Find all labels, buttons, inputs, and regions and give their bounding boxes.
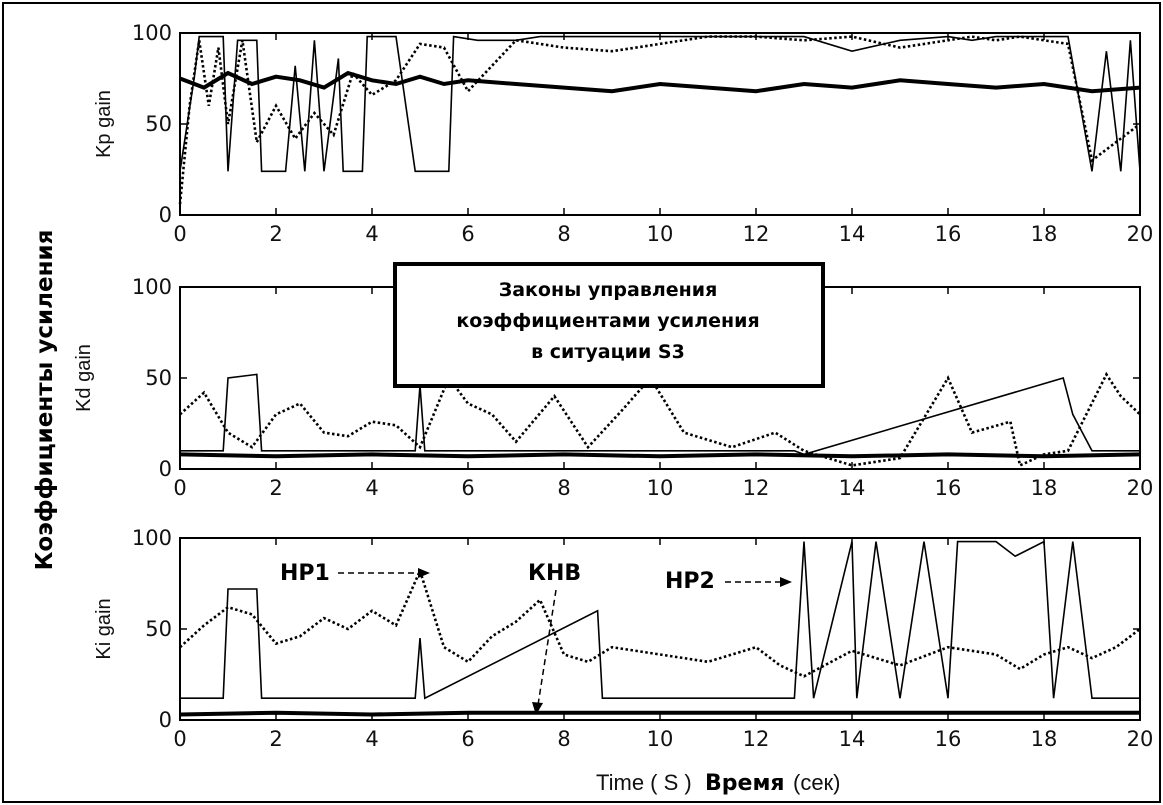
x-tick-label: 14 [839, 727, 866, 751]
panel-ylabel: Kd gain [73, 344, 95, 412]
x-tick-label: 4 [365, 476, 378, 500]
panel-ylabel: Ki gain [93, 598, 115, 659]
y-tick-label: 50 [145, 366, 172, 390]
y-tick-label: 50 [145, 617, 172, 641]
annotation-hp2: НР2 [665, 569, 715, 594]
x-tick-label: 20 [1127, 727, 1154, 751]
legend-box-frame [393, 262, 825, 388]
x-tick-label: 4 [365, 222, 378, 246]
x-tick-label: 14 [839, 222, 866, 246]
x-tick-label: 12 [743, 222, 770, 246]
legend-line-2: коэффициентами усиления [456, 310, 759, 332]
x-tick-label: 6 [461, 727, 474, 751]
legend-line-1: Законы управления [499, 279, 718, 301]
x-tick-label: 16 [935, 727, 962, 751]
x-tick-label: 2 [269, 222, 282, 246]
x-tick-label: 4 [365, 727, 378, 751]
xlabel-unit: (сек) [793, 770, 841, 795]
annotation-hp2-arrowhead [780, 577, 792, 587]
x-tick-label: 8 [557, 727, 570, 751]
x-tick-label: 14 [839, 476, 866, 500]
x-tick-label: 8 [557, 222, 570, 246]
x-tick-label: 0 [173, 222, 186, 246]
y-tick-label: 0 [159, 203, 172, 227]
x-tick-label: 6 [461, 476, 474, 500]
y-tick-label: 50 [145, 112, 172, 136]
series-line-dotted [179, 567, 1141, 678]
series-line-dotted [178, 35, 1141, 205]
x-tick-label: 10 [647, 222, 674, 246]
x-tick-label: 0 [173, 476, 186, 500]
annotations: НР1 КНВ НР2 [280, 561, 792, 715]
series-line-solid-thin [179, 35, 1141, 173]
x-tick-label: 18 [1031, 222, 1058, 246]
panel-1: 0 2 4 6 8 10 12 14 16 18 20 0 50 100 Kp gain [93, 21, 1153, 246]
legend-line-3: в ситуации S3 [531, 341, 685, 363]
panel-3: 0 2 4 6 8 10 12 14 16 18 20 0 50 100 Ki gain [93, 526, 1153, 751]
x-tick-label: 12 [743, 727, 770, 751]
y-tick-label: 100 [132, 526, 172, 550]
series-line-dotted [179, 371, 1141, 468]
series-line-thick [179, 710, 1140, 717]
y-tick-label: 100 [132, 275, 172, 299]
x-tick-label: 18 [1031, 727, 1058, 751]
x-tick-label: 20 [1127, 476, 1154, 500]
y-tick-label: 100 [132, 21, 172, 45]
annotation-knv-arrow [537, 589, 557, 706]
x-tick-label: 10 [647, 476, 674, 500]
x-tick-label: 0 [173, 727, 186, 751]
panel-2: 0 2 4 6 8 10 12 14 16 18 20 0 50 100 Kd gain [73, 275, 1153, 500]
legend-box: Законы управления коэффициентами усилени… [393, 262, 825, 388]
panel-ylabel: Kp gain [93, 90, 115, 158]
annotation-hp1-arrowhead [418, 568, 430, 578]
series-line-thick [179, 70, 1141, 94]
x-tick-label: 20 [1127, 222, 1154, 246]
annotation-knv: КНВ [528, 561, 581, 586]
series-line-solid-thin [180, 540, 1140, 700]
x-tick-label: 10 [647, 727, 674, 751]
annotation-hp1: НР1 [280, 561, 330, 586]
x-tick-label: 18 [1031, 476, 1058, 500]
x-tick-label: 2 [269, 476, 282, 500]
y-tick-label: 0 [159, 708, 172, 732]
x-tick-label: 16 [935, 476, 962, 500]
y-tick-label: 0 [159, 457, 172, 481]
annotation-knv-arrowhead [532, 702, 543, 715]
figure-ylabel: Коэффициенты усиления [32, 230, 58, 571]
x-tick-label: 12 [743, 476, 770, 500]
series-line-thick [179, 452, 1141, 459]
xlabel-en: Time ( S ) [596, 770, 692, 795]
x-tick-label: 16 [935, 222, 962, 246]
x-axis-label: Time ( S ) Время (сек) [596, 770, 841, 796]
xlabel-ru: Время [705, 771, 785, 796]
x-tick-label: 6 [461, 222, 474, 246]
x-tick-label: 2 [269, 727, 282, 751]
x-tick-label: 8 [557, 476, 570, 500]
